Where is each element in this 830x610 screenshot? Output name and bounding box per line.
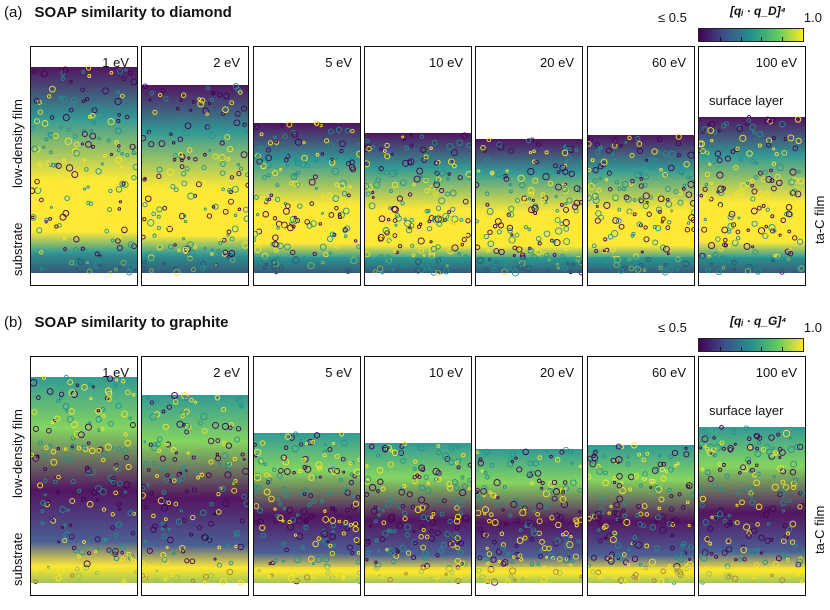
energy-label: 1 eV xyxy=(102,55,129,70)
snapshot-render xyxy=(31,65,137,276)
snapshot-2: 5 eV xyxy=(253,356,361,596)
snapshot-0: 1 eV xyxy=(30,46,138,286)
snapshot-render xyxy=(365,441,471,584)
snapshot-render xyxy=(476,446,582,586)
snapshot-render xyxy=(476,137,582,277)
colorbar-title: [qᵢ · q_G]⁴ xyxy=(730,314,787,328)
panel-a-label: (a) xyxy=(4,4,23,21)
snapshot-2: 5 eV xyxy=(253,46,361,286)
right-label-tac: ta-C film xyxy=(812,195,827,244)
energy-label: 10 eV xyxy=(429,55,463,70)
snapshot-3: 10 eV xyxy=(364,46,472,286)
energy-label: 100 eV xyxy=(755,55,797,70)
colorbar-title: [qᵢ · q_D]⁴ xyxy=(730,4,786,18)
panel-a-title: SOAP similarity to diamond xyxy=(34,4,232,21)
film-body xyxy=(699,117,805,273)
energy-label: 10 eV xyxy=(429,365,463,380)
snapshot-render xyxy=(31,374,137,584)
snapshot-1: 2 eV xyxy=(141,46,249,286)
film-body xyxy=(588,445,694,583)
surface-layer-label: surface layer xyxy=(709,93,784,108)
panel-b: (b) SOAP similarity to graphite ≤ 0.5 [q… xyxy=(0,310,830,610)
snapshot-render xyxy=(142,391,248,586)
energy-label: 5 eV xyxy=(325,55,352,70)
energy-label: 2 eV xyxy=(213,55,240,70)
panel-a: (a) SOAP similarity to diamond ≤ 0.5 [qᵢ… xyxy=(0,0,830,300)
panel-b-heading: (b) SOAP similarity to graphite xyxy=(4,314,228,331)
left-label-substrate: substrate xyxy=(10,222,25,276)
panel-a-colorbar: ≤ 0.5 [qᵢ · q_D]⁴ 1.0 xyxy=(658,4,822,46)
snapshot-4: 20 eV xyxy=(475,46,583,286)
snapshot-render xyxy=(254,121,360,275)
snapshot-render xyxy=(365,132,471,276)
surface-layer-label: surface layer xyxy=(709,403,784,418)
film-body xyxy=(142,85,248,273)
panel-b-title: SOAP similarity to graphite xyxy=(34,314,229,331)
left-label-substrate: substrate xyxy=(10,532,25,586)
snapshot-5: 60 eV xyxy=(587,46,695,286)
snapshot-render xyxy=(588,442,694,585)
colorbar-min: ≤ 0.5 xyxy=(658,320,687,335)
left-label-film: low-density film xyxy=(10,99,25,188)
panel-b-label: (b) xyxy=(4,314,23,331)
left-label-film: low-density film xyxy=(10,409,25,498)
film-body xyxy=(254,123,360,273)
panel-b-colorbar: ≤ 0.5 [qᵢ · q_G]⁴ 1.0 xyxy=(658,314,822,356)
snapshot-6: 100 eV surface layer xyxy=(698,46,806,286)
snapshot-6: 100 eV surface layer xyxy=(698,356,806,596)
energy-label: 5 eV xyxy=(325,365,352,380)
film-body xyxy=(365,133,471,273)
snapshot-5: 60 eV xyxy=(587,356,695,596)
energy-label: 2 eV xyxy=(213,365,240,380)
colorbar-gradient xyxy=(698,338,804,352)
snapshot-0: 1 eV xyxy=(30,356,138,596)
snapshot-render xyxy=(699,425,805,585)
film-body xyxy=(588,135,694,273)
snapshot-render xyxy=(142,83,248,276)
colorbar-max: 1.0 xyxy=(803,320,822,335)
snapshot-render xyxy=(699,115,805,276)
colorbar-min: ≤ 0.5 xyxy=(658,10,687,25)
snapshot-4: 20 eV xyxy=(475,356,583,596)
energy-label: 20 eV xyxy=(540,365,574,380)
panel-a-heading: (a) SOAP similarity to diamond xyxy=(4,4,232,21)
right-label-tac: ta-C film xyxy=(812,505,827,554)
energy-label: 20 eV xyxy=(540,55,574,70)
snapshot-3: 10 eV xyxy=(364,356,472,596)
energy-label: 100 eV xyxy=(755,365,797,380)
energy-label: 60 eV xyxy=(652,365,686,380)
snapshot-render xyxy=(254,431,360,585)
film-body xyxy=(476,449,582,583)
snapshot-1: 2 eV xyxy=(141,356,249,596)
colorbar-gradient xyxy=(698,28,804,42)
energy-label: 1 eV xyxy=(102,365,129,380)
film-body xyxy=(254,433,360,583)
colorbar-max: 1.0 xyxy=(803,10,822,25)
energy-label: 60 eV xyxy=(652,55,686,70)
snapshot-render xyxy=(588,133,694,276)
